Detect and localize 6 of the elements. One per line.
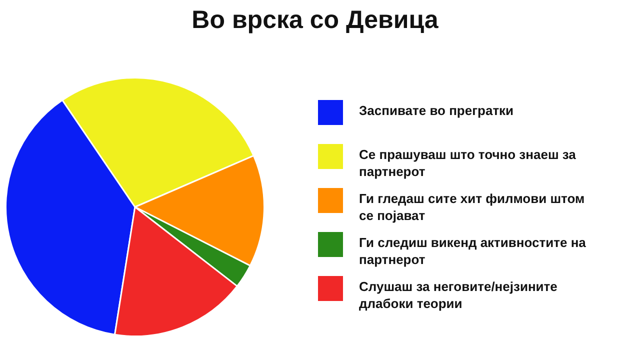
legend-label: Слушаш за неговите/нејзините длабоки теории [359,278,558,312]
legend-label: Ги гледаш сите хит филмови штом се појават [359,190,586,224]
legend-label: Заспивате во прегратки [359,102,515,119]
legend-label: Ги следиш викенд активностите на партнерот [359,234,587,268]
legend-label: Се прашуваш што точно знаеш за партнерот [359,146,577,180]
chart-title: Во врска со Девица [190,6,440,35]
